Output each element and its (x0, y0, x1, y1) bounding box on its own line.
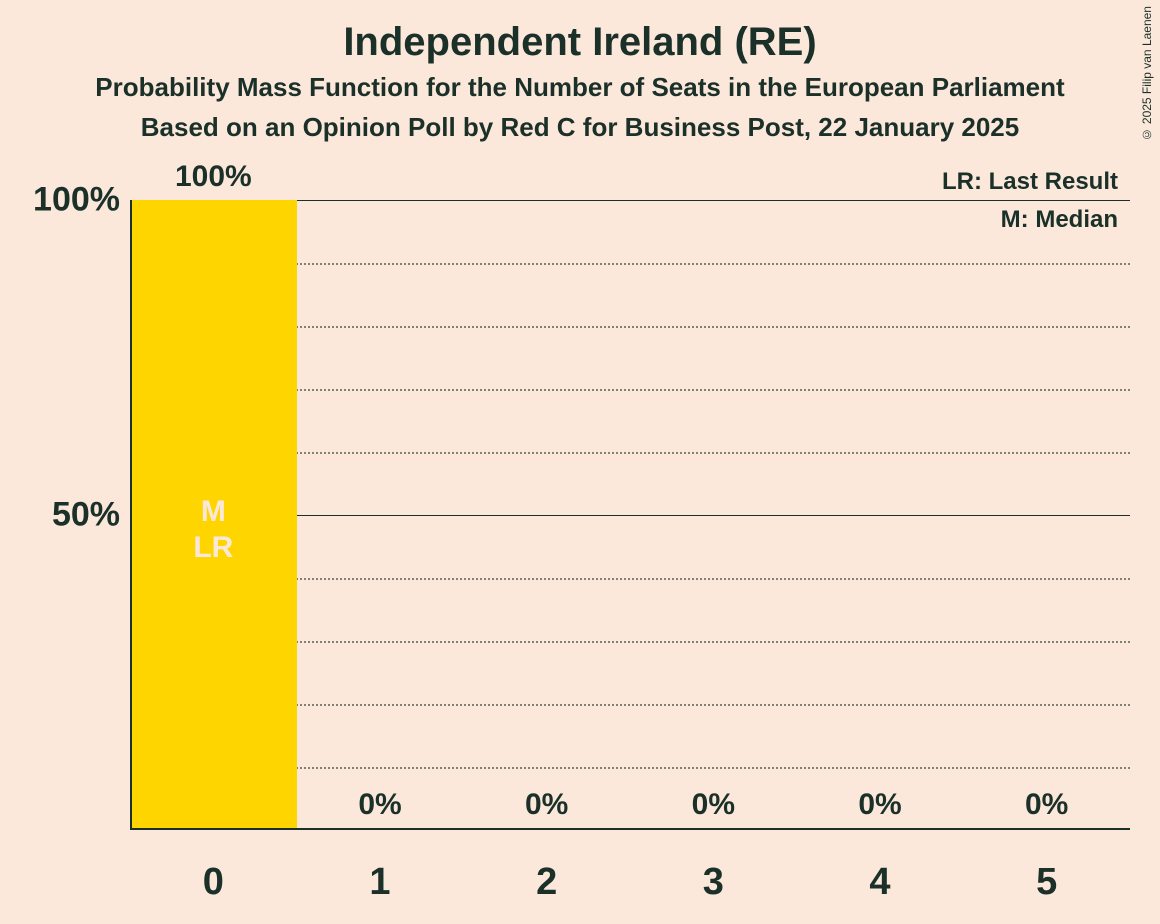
bar-value-label: 0% (525, 788, 568, 822)
legend-lr: LR: Last Result (942, 168, 1118, 196)
plot-area: 100%0%0%0%0%0%MLR LR: Last Result M: Med… (130, 200, 1130, 830)
x-tick-label: 0 (203, 861, 224, 904)
bar-value-label: 0% (858, 788, 901, 822)
chart-subtitle-2: Based on an Opinion Poll by Red C for Bu… (0, 112, 1160, 143)
x-axis (130, 828, 1130, 830)
x-tick-label: 5 (1036, 861, 1057, 904)
x-tick-label: 4 (869, 861, 890, 904)
bar-annotation: MLR (193, 494, 233, 566)
y-tick-label: 50% (52, 496, 120, 535)
bar-value-label: 100% (175, 160, 252, 194)
bar-value-label: 0% (692, 788, 735, 822)
chart-subtitle-1: Probability Mass Function for the Number… (0, 72, 1160, 103)
y-tick-label: 100% (33, 181, 120, 220)
x-tick-label: 3 (703, 861, 724, 904)
copyright-label: © 2025 Filip van Laenen (1140, 6, 1154, 141)
legend-m: M: Median (1001, 206, 1118, 234)
bar-value-label: 0% (1025, 788, 1068, 822)
chart-container: Independent Ireland (RE) Probability Mas… (0, 0, 1160, 924)
x-tick-label: 1 (369, 861, 390, 904)
x-tick-label: 2 (536, 861, 557, 904)
bar-value-label: 0% (358, 788, 401, 822)
chart-title: Independent Ireland (RE) (0, 20, 1160, 65)
